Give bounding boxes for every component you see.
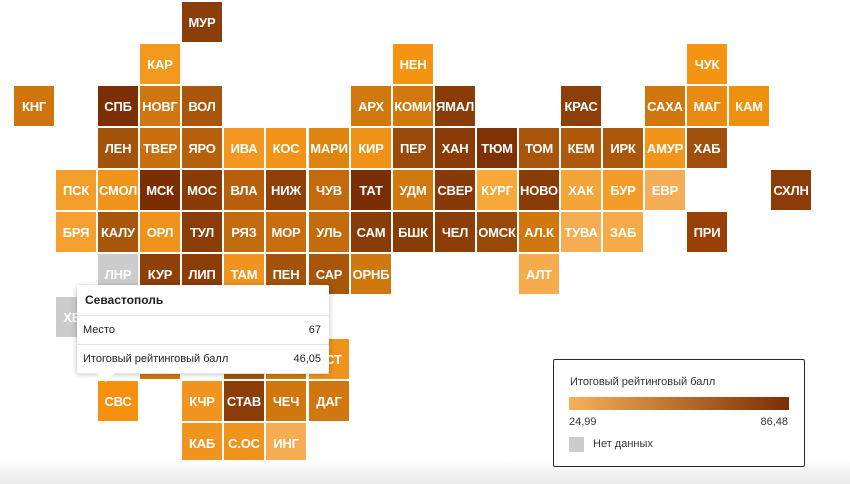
- legend-min-label: 24,99: [569, 416, 597, 428]
- region-tile-кос[interactable]: КОС: [266, 128, 306, 168]
- region-tooltip: Севастополь Место 67 Итоговый рейтинговы…: [77, 285, 329, 382]
- region-tile-алт[interactable]: АЛТ: [519, 254, 559, 294]
- region-tile-бшк[interactable]: БШК: [393, 212, 433, 252]
- region-tile-чув[interactable]: ЧУВ: [309, 170, 349, 210]
- region-tile-вла[interactable]: ВЛА: [224, 170, 264, 210]
- region-tile-вол[interactable]: ВОЛ: [182, 86, 222, 126]
- tooltip-arrow: [97, 373, 115, 382]
- legend-title: Итоговый рейтинговый балл: [570, 376, 716, 388]
- region-tile-кем[interactable]: КЕМ: [561, 128, 601, 168]
- region-tile-маг[interactable]: МАГ: [687, 86, 727, 126]
- legend: Итоговый рейтинговый балл 24,99 86,48 Не…: [553, 359, 805, 467]
- region-tile-став[interactable]: СТАВ: [224, 381, 264, 421]
- region-tile-кам[interactable]: КАМ: [729, 86, 769, 126]
- legend-no-data-swatch: [569, 437, 584, 452]
- region-tile-орл[interactable]: ОРЛ: [140, 212, 180, 252]
- tooltip-row-score: Итоговый рейтинговый балл 46,05: [77, 345, 329, 374]
- region-tile-нен[interactable]: НЕН: [393, 44, 433, 84]
- region-tile-тува[interactable]: ТУВА: [561, 212, 601, 252]
- region-tile-свер[interactable]: СВЕР: [435, 170, 475, 210]
- region-tile-схлн[interactable]: СХЛН: [771, 170, 811, 210]
- region-tile-ямал[interactable]: ЯМАЛ: [435, 86, 475, 126]
- region-tile-бур[interactable]: БУР: [603, 170, 643, 210]
- region-tile-удм[interactable]: УДМ: [393, 170, 433, 210]
- region-tile-чел[interactable]: ЧЕЛ: [435, 212, 475, 252]
- region-tile-орнб[interactable]: ОРНБ: [351, 254, 391, 294]
- region-tile-кир[interactable]: КИР: [351, 128, 391, 168]
- region-tile-спб[interactable]: СПБ: [98, 86, 138, 126]
- region-tile-сос[interactable]: С.ОС: [224, 423, 264, 463]
- region-tile-пск[interactable]: ПСК: [56, 170, 96, 210]
- region-tile-хан[interactable]: ХАН: [435, 128, 475, 168]
- region-tile-мск[interactable]: МСК: [140, 170, 180, 210]
- region-tile-тат[interactable]: ТАТ: [351, 170, 391, 210]
- region-tile-мур[interactable]: МУР: [182, 2, 222, 42]
- tooltip-title: Севастополь: [77, 285, 329, 316]
- region-tile-уль[interactable]: УЛЬ: [309, 212, 349, 252]
- region-tile-саха[interactable]: САХА: [645, 86, 685, 126]
- region-tile-ива[interactable]: ИВА: [224, 128, 264, 168]
- region-tile-смол[interactable]: СМОЛ: [98, 170, 138, 210]
- region-tile-омск[interactable]: ОМСК: [477, 212, 517, 252]
- legend-max-label: 86,48: [760, 416, 788, 428]
- tooltip-score-value: 46,05: [293, 353, 321, 365]
- region-tile-чеч[interactable]: ЧЕЧ: [266, 381, 306, 421]
- region-tile-кнг[interactable]: КНГ: [14, 86, 54, 126]
- region-tile-новг[interactable]: НОВГ: [140, 86, 180, 126]
- legend-no-data-label: Нет данных: [593, 438, 653, 450]
- region-tile-бря[interactable]: БРЯ: [56, 212, 96, 252]
- region-tile-сам[interactable]: САМ: [351, 212, 391, 252]
- tooltip-score-label: Итоговый рейтинговый балл: [83, 353, 229, 365]
- region-tile-алк[interactable]: АЛ.К: [519, 212, 559, 252]
- region-tile-крас[interactable]: КРАС: [561, 86, 601, 126]
- region-tile-твер[interactable]: ТВЕР: [140, 128, 180, 168]
- tooltip-row-rank: Место 67: [77, 316, 329, 345]
- region-tile-тюм[interactable]: ТЮМ: [477, 128, 517, 168]
- region-tile-ряз[interactable]: РЯЗ: [224, 212, 264, 252]
- region-tile-мос[interactable]: МОС: [182, 170, 222, 210]
- region-tile-амур[interactable]: АМУР: [645, 128, 685, 168]
- region-tile-инг[interactable]: ИНГ: [266, 423, 306, 463]
- region-tile-том[interactable]: ТОМ: [519, 128, 559, 168]
- region-tile-ново[interactable]: НОВО: [519, 170, 559, 210]
- tooltip-rank-label: Место: [83, 324, 115, 336]
- region-tile-мор[interactable]: МОР: [266, 212, 306, 252]
- region-tile-ниж[interactable]: НИЖ: [266, 170, 306, 210]
- region-tile-хак[interactable]: ХАК: [561, 170, 601, 210]
- region-tile-хаб[interactable]: ХАБ: [687, 128, 727, 168]
- tooltip-rank-value: 67: [308, 324, 321, 336]
- region-tile-кург[interactable]: КУРГ: [477, 170, 517, 210]
- region-tile-ирк[interactable]: ИРК: [603, 128, 643, 168]
- region-tile-арх[interactable]: АРХ: [351, 86, 391, 126]
- region-tile-сар[interactable]: САР: [309, 254, 349, 294]
- region-tile-кар[interactable]: КАР: [140, 44, 180, 84]
- region-tile-мари[interactable]: МАРИ: [309, 128, 349, 168]
- region-tile-коми[interactable]: КОМИ: [393, 86, 433, 126]
- region-tile-заб[interactable]: ЗАБ: [603, 212, 643, 252]
- region-tile-евр[interactable]: ЕВР: [645, 170, 685, 210]
- region-tile-свс[interactable]: СВС: [98, 381, 138, 421]
- region-tile-чук[interactable]: ЧУК: [687, 44, 727, 84]
- region-tile-калу[interactable]: КАЛУ: [98, 212, 138, 252]
- region-tile-даг[interactable]: ДАГ: [309, 381, 349, 421]
- region-tile-яро[interactable]: ЯРО: [182, 128, 222, 168]
- region-tile-при[interactable]: ПРИ: [687, 212, 727, 252]
- region-tile-каб[interactable]: КАБ: [182, 423, 222, 463]
- legend-gradient-bar: [569, 397, 789, 410]
- region-tile-кчр[interactable]: КЧР: [182, 381, 222, 421]
- region-tile-лен[interactable]: ЛЕН: [98, 128, 138, 168]
- region-tile-тул[interactable]: ТУЛ: [182, 212, 222, 252]
- region-tile-пер[interactable]: ПЕР: [393, 128, 433, 168]
